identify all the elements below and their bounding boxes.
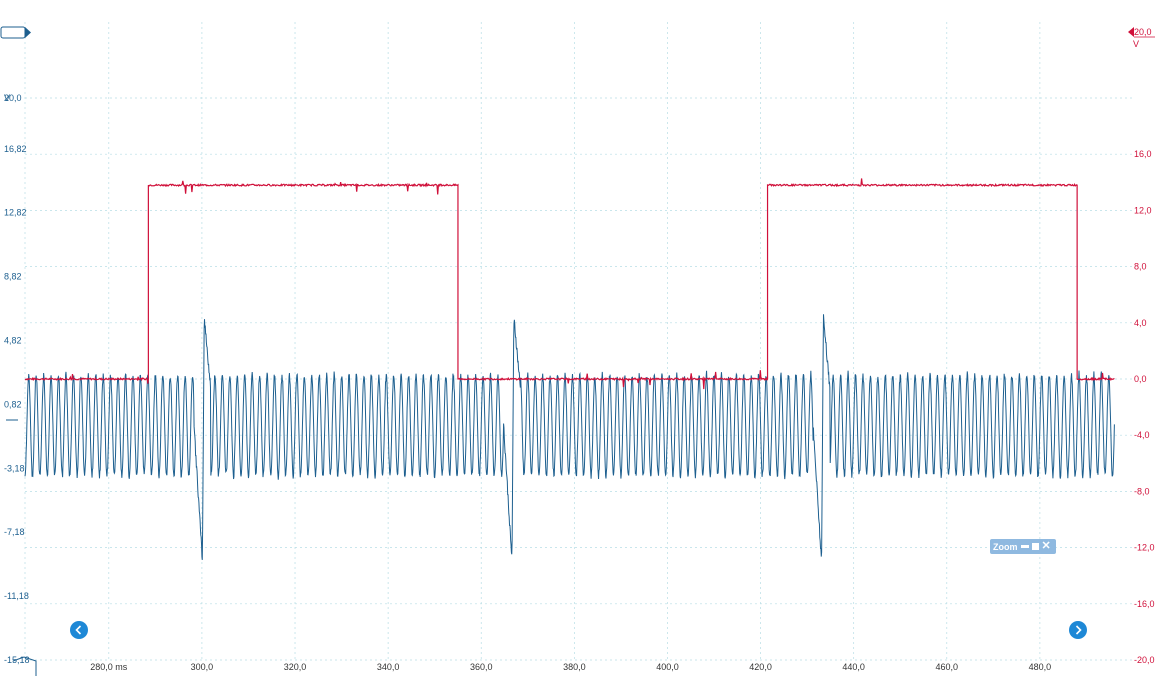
x-tick-label: 300,0 <box>191 662 214 672</box>
chevron-left-icon <box>75 625 82 635</box>
left-tick-label: -3,18 <box>4 463 25 473</box>
x-axis: 280,0 ms 300,0 320,0 340,0 360,0 380,0 400,0 42… <box>90 662 1051 672</box>
x-tick-label: 340,0 <box>377 662 400 672</box>
x-tick-label: 280,0 ms <box>90 662 128 672</box>
x-tick-label: 480,0 <box>1029 662 1052 672</box>
zoom-maximize-icon[interactable] <box>1031 543 1039 550</box>
right-tick-label: -4,0 <box>1134 430 1150 440</box>
right-axis-unit: V <box>1133 39 1139 49</box>
right-top-label: 20,0 <box>1134 27 1152 37</box>
x-tick-label: 440,0 <box>842 662 865 672</box>
series-red-trace <box>24 178 1115 390</box>
left-tick-label: 16,82 <box>4 144 27 154</box>
right-tick-label: 12,0 <box>1134 205 1152 215</box>
right-tick-label: -20,0 <box>1134 655 1155 665</box>
right-tick-label: -8,0 <box>1134 486 1150 496</box>
x-tick-label: 400,0 <box>656 662 679 672</box>
right-tick-label: 0,0 <box>1134 374 1147 384</box>
left-tick-label: -7,18 <box>4 527 25 537</box>
x-tick-label: 360,0 <box>470 662 493 672</box>
right-tick-label: 16,0 <box>1134 149 1152 159</box>
x-tick-label: 380,0 <box>563 662 586 672</box>
left-tick-label: 8,82 <box>4 272 22 282</box>
zoom-panel[interactable]: Zoom ✕ <box>990 539 1056 554</box>
left-tick-label: 20,0 <box>4 93 22 103</box>
scroll-right-button[interactable] <box>1069 621 1087 639</box>
right-tick-label: -12,0 <box>1134 543 1155 553</box>
zoom-minimize-icon[interactable] <box>1020 545 1029 548</box>
x-tick-label: 420,0 <box>749 662 772 672</box>
x-tick-label: 460,0 <box>936 662 959 672</box>
left-axis-unit: V <box>4 93 10 103</box>
left-channel-marker[interactable] <box>0 26 31 39</box>
left-tick-label: 0,82 <box>4 399 22 409</box>
left-tick-label: 4,82 <box>4 336 22 346</box>
series-blue-trace <box>24 314 1115 560</box>
bottom-cursor-marker[interactable] <box>12 656 37 676</box>
right-tick-label: 4,0 <box>1134 318 1147 328</box>
right-tick-label: -16,0 <box>1134 599 1155 609</box>
right-axis: 16,0 12,0 8,0 4,0 0,0 -4,0 -8,0 -12,0 -16,0 -20,0 <box>1134 149 1155 665</box>
left-tick-label: 12,82 <box>4 208 27 218</box>
x-tick-label: 320,0 <box>284 662 307 672</box>
zoom-label: Zoom <box>993 541 1018 552</box>
grid <box>24 22 1133 661</box>
scroll-left-button[interactable] <box>70 621 88 639</box>
zoom-close-icon[interactable]: ✕ <box>1041 540 1051 552</box>
left-tick-label: -11,18 <box>4 591 29 601</box>
chevron-right-icon <box>1075 625 1082 635</box>
right-tick-label: 8,0 <box>1134 262 1147 272</box>
right-channel-marker[interactable]: 20,0 <box>1128 27 1155 38</box>
